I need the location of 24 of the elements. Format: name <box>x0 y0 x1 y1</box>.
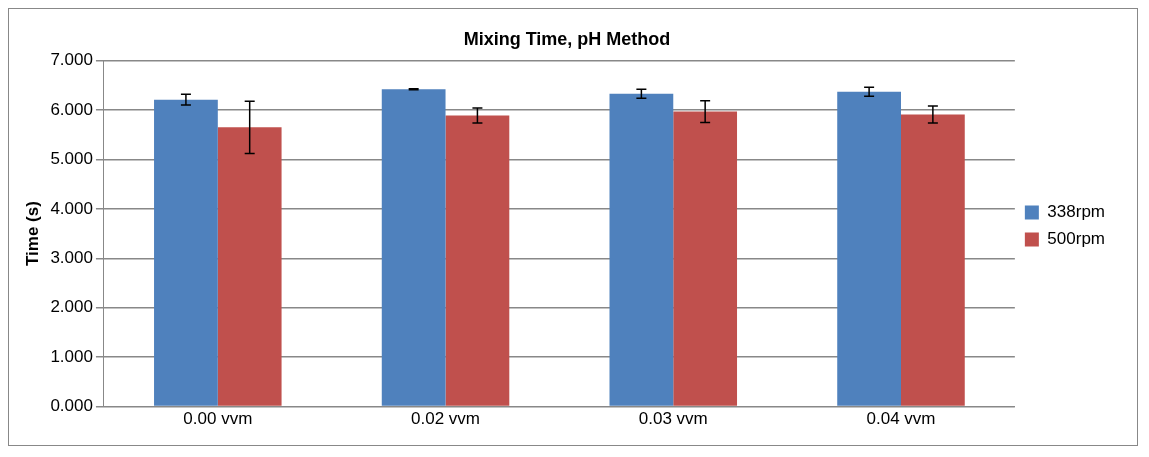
y-tick-label: 0.000 <box>50 396 93 416</box>
y-tick-label: 5.000 <box>50 149 93 169</box>
bar <box>154 99 218 406</box>
legend-label: 500rpm <box>1047 229 1105 249</box>
bar <box>609 93 674 406</box>
bar <box>837 91 901 406</box>
bar <box>217 127 282 406</box>
y-tick-label: 4.000 <box>50 198 93 218</box>
y-tick-label: 1.000 <box>50 346 93 366</box>
y-axis-title: Time (s) <box>22 201 42 267</box>
x-tick-label: 0.02 vvm <box>411 409 481 429</box>
y-tick-label: 7.000 <box>50 50 93 70</box>
bar <box>673 111 738 406</box>
x-tick-label: 0.00 vvm <box>183 409 253 429</box>
y-tick-label: 6.000 <box>50 99 93 119</box>
legend-label: 338rpm <box>1047 202 1105 222</box>
y-tick-label: 2.000 <box>50 297 93 317</box>
x-tick-label: 0.04 vvm <box>866 409 936 429</box>
bar <box>901 114 965 406</box>
bar <box>381 89 446 406</box>
bar <box>445 115 510 406</box>
x-tick-label: 0.03 vvm <box>638 409 708 429</box>
chart-title: Mixing Time, pH Method <box>463 28 671 49</box>
y-tick-label: 3.000 <box>50 248 93 267</box>
